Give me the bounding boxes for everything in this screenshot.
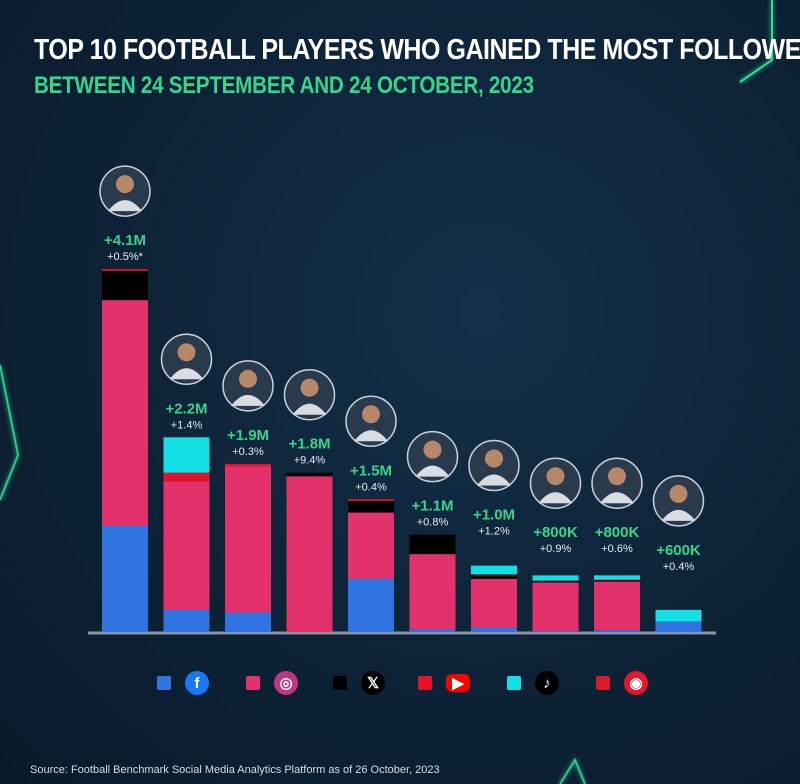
legend-swatch <box>333 676 347 690</box>
gain-label: +1.8M <box>288 436 330 453</box>
bar-segment-youtube <box>102 269 148 271</box>
bar-segment-instagram <box>471 578 517 628</box>
player-avatar <box>591 457 643 509</box>
bar-segment-instagram <box>409 554 456 630</box>
legend-swatch <box>418 676 432 690</box>
bar-segment-youtube <box>225 463 271 467</box>
bar-segment-tiktok <box>532 575 579 581</box>
gain-label: +4.1M <box>104 232 146 249</box>
bar-segment-facebook <box>409 629 456 632</box>
percent-label: +1.4% <box>171 419 203 431</box>
gain-label: +800K <box>595 524 640 541</box>
bar-segment-instagram <box>594 581 640 631</box>
bar-segment-facebook <box>532 631 579 632</box>
bar-segment-x <box>594 579 640 582</box>
bar-segment-facebook <box>471 627 517 632</box>
bar-group-3: +1.9M +0.3% <box>222 360 274 632</box>
bar-segment-x <box>102 270 148 301</box>
instagram-icon: ◎ <box>274 671 298 695</box>
bar-segment-tiktok <box>163 437 210 473</box>
bar-segment-facebook <box>163 609 210 632</box>
player-avatar <box>652 475 705 527</box>
stacked-bar-chart: +4.1M +0.5%* +2.2M +1.4% +1.9M +0.3% +1.8M +9.4… <box>88 165 716 635</box>
bar-segment-instagram <box>532 582 579 632</box>
player-avatar <box>160 333 213 386</box>
legend-swatch <box>507 676 521 690</box>
player-avatar <box>468 439 520 492</box>
bar-segment-facebook <box>594 630 640 632</box>
legend-swatch <box>157 676 171 690</box>
gain-label: +800K <box>533 524 578 541</box>
bar-group-7: +1.0M +1.2% <box>468 439 520 632</box>
percent-label: +0.4% <box>355 481 387 493</box>
legend-item-x: 𝕏 <box>333 668 385 698</box>
legend-item-weibo: ◉ <box>596 668 648 698</box>
bar-segment-instagram <box>102 300 148 526</box>
bar-segment-instagram <box>225 466 271 613</box>
source-note: Source: Football Benchmark Social Media … <box>30 764 440 776</box>
bar-segment-facebook <box>102 525 148 632</box>
weibo-icon: ◉ <box>624 671 648 695</box>
x-icon: 𝕏 <box>361 671 385 695</box>
bar-segment-instagram <box>163 481 210 610</box>
gain-label: +1.1M <box>411 498 453 515</box>
bar-segment-facebook <box>225 612 271 632</box>
gain-label: +2.2M <box>165 400 207 417</box>
gain-label: +1.5M <box>350 462 392 479</box>
facebook-icon: f <box>185 671 209 695</box>
bar-group-6: +1.1M +0.8% <box>406 430 459 632</box>
percent-label: +0.5%* <box>107 251 143 263</box>
bar-segment-facebook <box>348 578 394 632</box>
bar-segment-tiktok <box>471 565 517 575</box>
bar-segment-x <box>286 472 333 477</box>
player-avatar <box>283 368 336 421</box>
bar-segment-x <box>471 574 517 579</box>
bar-segment-tiktok <box>655 609 702 622</box>
bar-segment-facebook <box>655 621 702 632</box>
legend: f ◎ 𝕏 ▶ ♪ ◉ <box>0 668 800 698</box>
percent-label: +1.2% <box>478 526 510 538</box>
bar-segment-instagram <box>348 512 394 579</box>
bar-group-2: +2.2M +1.4% <box>160 333 213 632</box>
tiktok-icon: ♪ <box>535 671 559 695</box>
bar-segment-x <box>348 501 394 513</box>
chart-subtitle: BETWEEN 24 SEPTEMBER AND 24 OCTOBER, 202… <box>34 72 534 99</box>
youtube-icon: ▶ <box>446 674 470 692</box>
legend-item-youtube: ▶ <box>418 668 470 698</box>
percent-label: +0.3% <box>232 446 264 458</box>
bar-segment-instagram <box>286 476 333 632</box>
bar-segment-tiktok <box>594 575 640 580</box>
gain-label: +1.9M <box>227 427 269 444</box>
bar-segment-x <box>409 534 456 555</box>
player-avatar <box>99 165 151 217</box>
bar-segment-x <box>532 580 579 583</box>
bar-group-9: +800K +0.6% <box>591 457 643 632</box>
legend-item-instagram: ◎ <box>246 668 298 698</box>
player-avatar <box>529 457 582 509</box>
bar-group-10: +600K +0.4% <box>652 475 705 632</box>
bar-group-5: +1.5M +0.4% <box>345 395 397 632</box>
bar-group-8: +800K +0.9% <box>529 457 582 632</box>
percent-label: +0.6% <box>601 543 633 555</box>
bar-segment-youtube <box>163 472 210 482</box>
percent-label: +0.9% <box>540 543 572 555</box>
bar-segment-youtube <box>348 499 394 502</box>
percent-label: +9.4% <box>294 455 326 467</box>
legend-item-tiktok: ♪ <box>507 668 559 698</box>
legend-item-facebook: f <box>157 668 209 698</box>
bar-group-1: +4.1M +0.5%* <box>99 165 151 632</box>
legend-swatch <box>596 676 610 690</box>
percent-label: +0.8% <box>417 517 449 529</box>
gain-label: +600K <box>656 542 701 559</box>
legend-swatch <box>246 676 260 690</box>
player-avatar <box>406 430 459 483</box>
percent-label: +0.4% <box>663 561 695 573</box>
player-avatar <box>222 360 274 412</box>
player-avatar <box>345 395 397 447</box>
gain-label: +1.0M <box>473 507 515 524</box>
bar-group-4: +1.8M +9.4% <box>283 368 336 632</box>
